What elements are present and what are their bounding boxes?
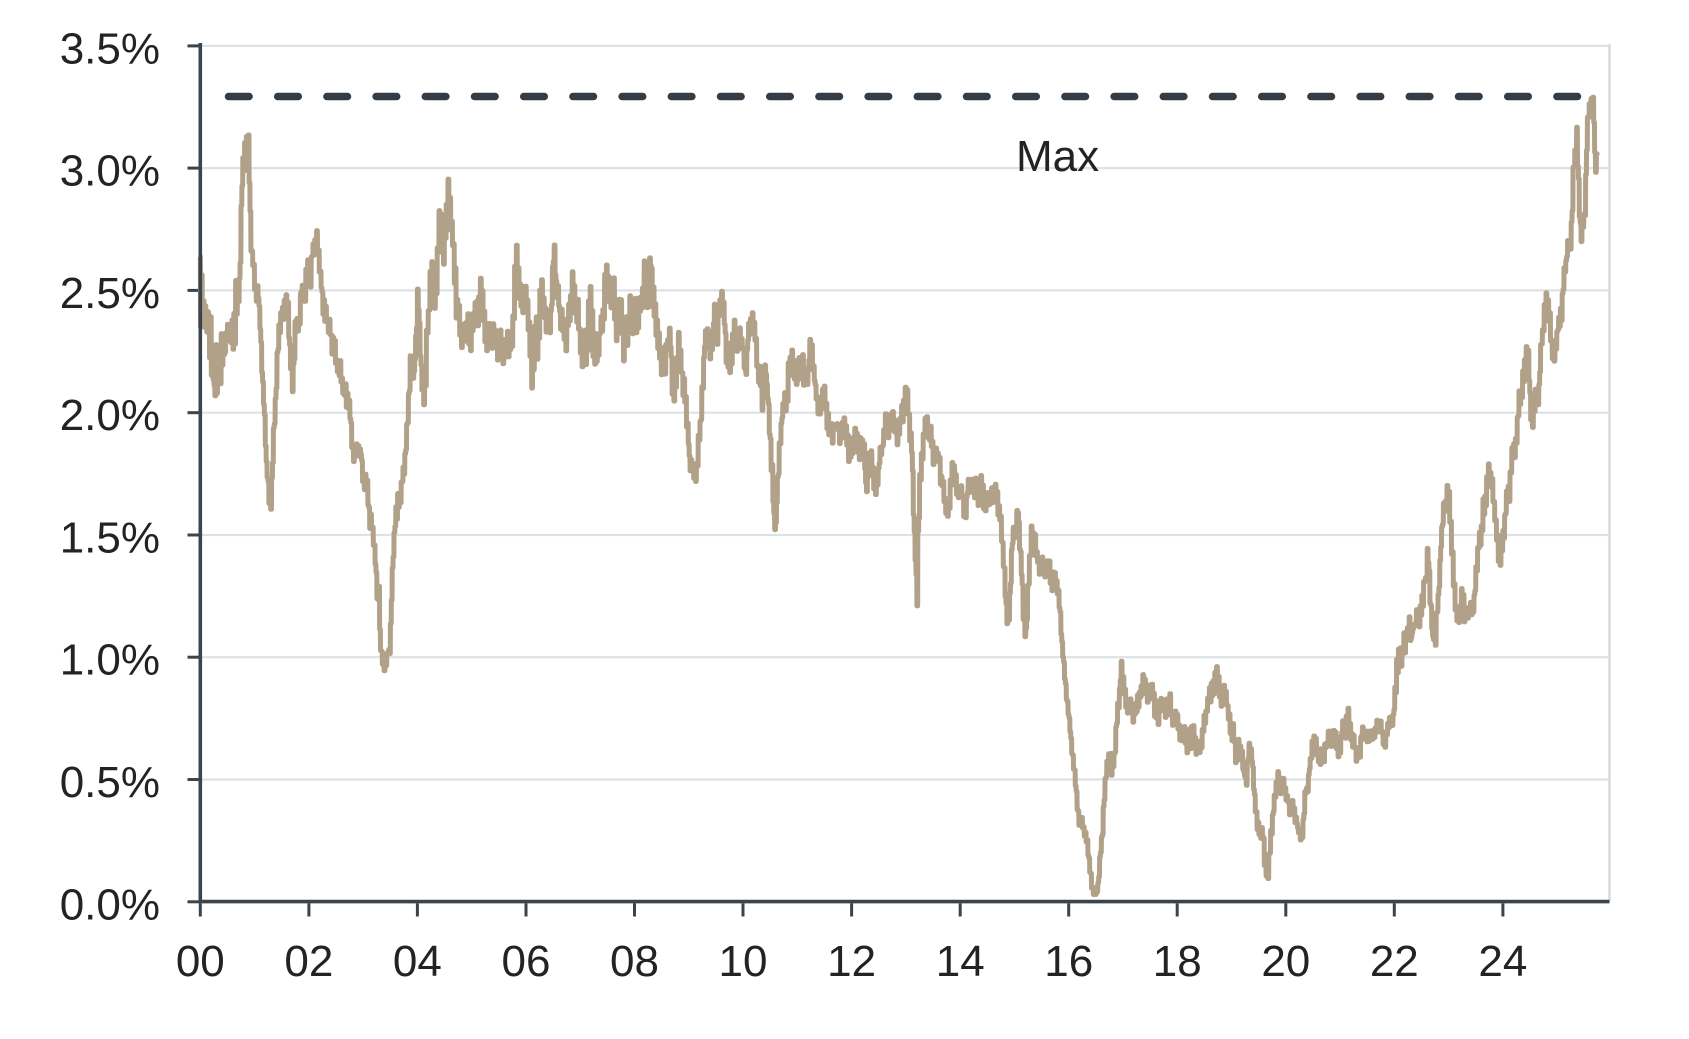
svg-text:24: 24 [1478, 937, 1527, 986]
svg-text:0.5%: 0.5% [60, 758, 160, 807]
svg-text:00: 00 [176, 937, 225, 986]
svg-text:18: 18 [1153, 937, 1202, 986]
svg-text:1.0%: 1.0% [60, 636, 160, 685]
svg-text:02: 02 [284, 937, 333, 986]
svg-text:20: 20 [1261, 937, 1310, 986]
svg-text:14: 14 [936, 937, 985, 986]
svg-text:08: 08 [610, 937, 659, 986]
svg-text:2.5%: 2.5% [60, 269, 160, 318]
svg-text:04: 04 [393, 937, 442, 986]
svg-text:22: 22 [1370, 937, 1419, 986]
svg-text:12: 12 [827, 937, 876, 986]
svg-text:3.0%: 3.0% [60, 147, 160, 196]
svg-text:2.0%: 2.0% [60, 391, 160, 440]
svg-text:1.5%: 1.5% [60, 514, 160, 563]
svg-text:06: 06 [502, 937, 551, 986]
svg-text:3.5%: 3.5% [60, 24, 160, 73]
svg-text:0.0%: 0.0% [60, 880, 160, 929]
svg-text:16: 16 [1044, 937, 1093, 986]
svg-text:Max: Max [1016, 132, 1099, 181]
svg-text:10: 10 [719, 937, 768, 986]
